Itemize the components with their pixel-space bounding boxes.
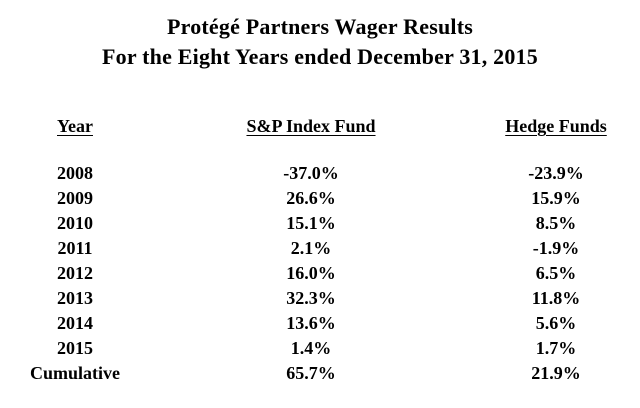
cell-hedge: 5.6% [535,313,577,333]
table-row: 2008 -37.0% -23.9% [0,161,640,186]
cell-sp: 65.7% [286,363,336,383]
cell-sp: 2.1% [290,238,332,258]
table-row: 2014 13.6% 5.6% [0,311,640,336]
cell-year: 2009 [57,188,93,208]
cell-hedge: 11.8% [531,288,581,308]
cell-sp: 13.6% [286,313,336,333]
cell-year: 2015 [57,338,93,358]
cell-hedge: 1.7% [535,338,577,358]
cell-sp: 26.6% [286,188,336,208]
cell-hedge: -23.9% [528,163,584,183]
table-row: 2013 32.3% 11.8% [0,286,640,311]
table-row: 2009 26.6% 15.9% [0,186,640,211]
cell-hedge: 8.5% [535,213,577,233]
cell-year: 2014 [57,313,93,333]
cell-hedge: -1.9% [532,238,580,258]
page-title: Protégé Partners Wager Results For the E… [0,12,640,72]
results-table: Year S&P Index Fund Hedge Funds 2008 -37.… [0,114,640,386]
cell-year: 2013 [57,288,93,308]
table-row: 2012 16.0% 6.5% [0,261,640,286]
table-row: Cumulative 65.7% 21.9% [0,361,640,386]
cell-sp: -37.0% [283,163,339,183]
cell-year: 2011 [57,238,93,258]
header-row: Year S&P Index Fund Hedge Funds [0,114,640,161]
title-line-2: For the Eight Years ended December 31, 2… [102,44,538,69]
header-sp: S&P Index Fund [246,116,376,136]
cell-sp: 1.4% [290,338,332,358]
title-line-1: Protégé Partners Wager Results [167,14,473,39]
cell-hedge: 21.9% [531,363,581,383]
results-table-header: Year S&P Index Fund Hedge Funds [0,114,640,161]
cell-sp: 15.1% [286,213,336,233]
table-row: 2011 2.1% -1.9% [0,236,640,261]
header-hedge: Hedge Funds [505,116,607,136]
cell-year: 2008 [57,163,93,183]
cell-sp: 32.3% [286,288,336,308]
cell-hedge: 15.9% [531,188,581,208]
cell-year: 2012 [57,263,93,283]
cell-year: 2010 [57,213,93,233]
cell-sp: 16.0% [286,263,336,283]
header-year: Year [57,116,93,136]
results-table-body: 2008 -37.0% -23.9% 2009 26.6% 15.9% 2010 15.1% 8… [0,161,640,386]
cell-hedge: 6.5% [535,263,577,283]
table-row: 2010 15.1% 8.5% [0,211,640,236]
cell-year: Cumulative [30,363,120,383]
table-row: 2015 1.4% 1.7% [0,336,640,361]
